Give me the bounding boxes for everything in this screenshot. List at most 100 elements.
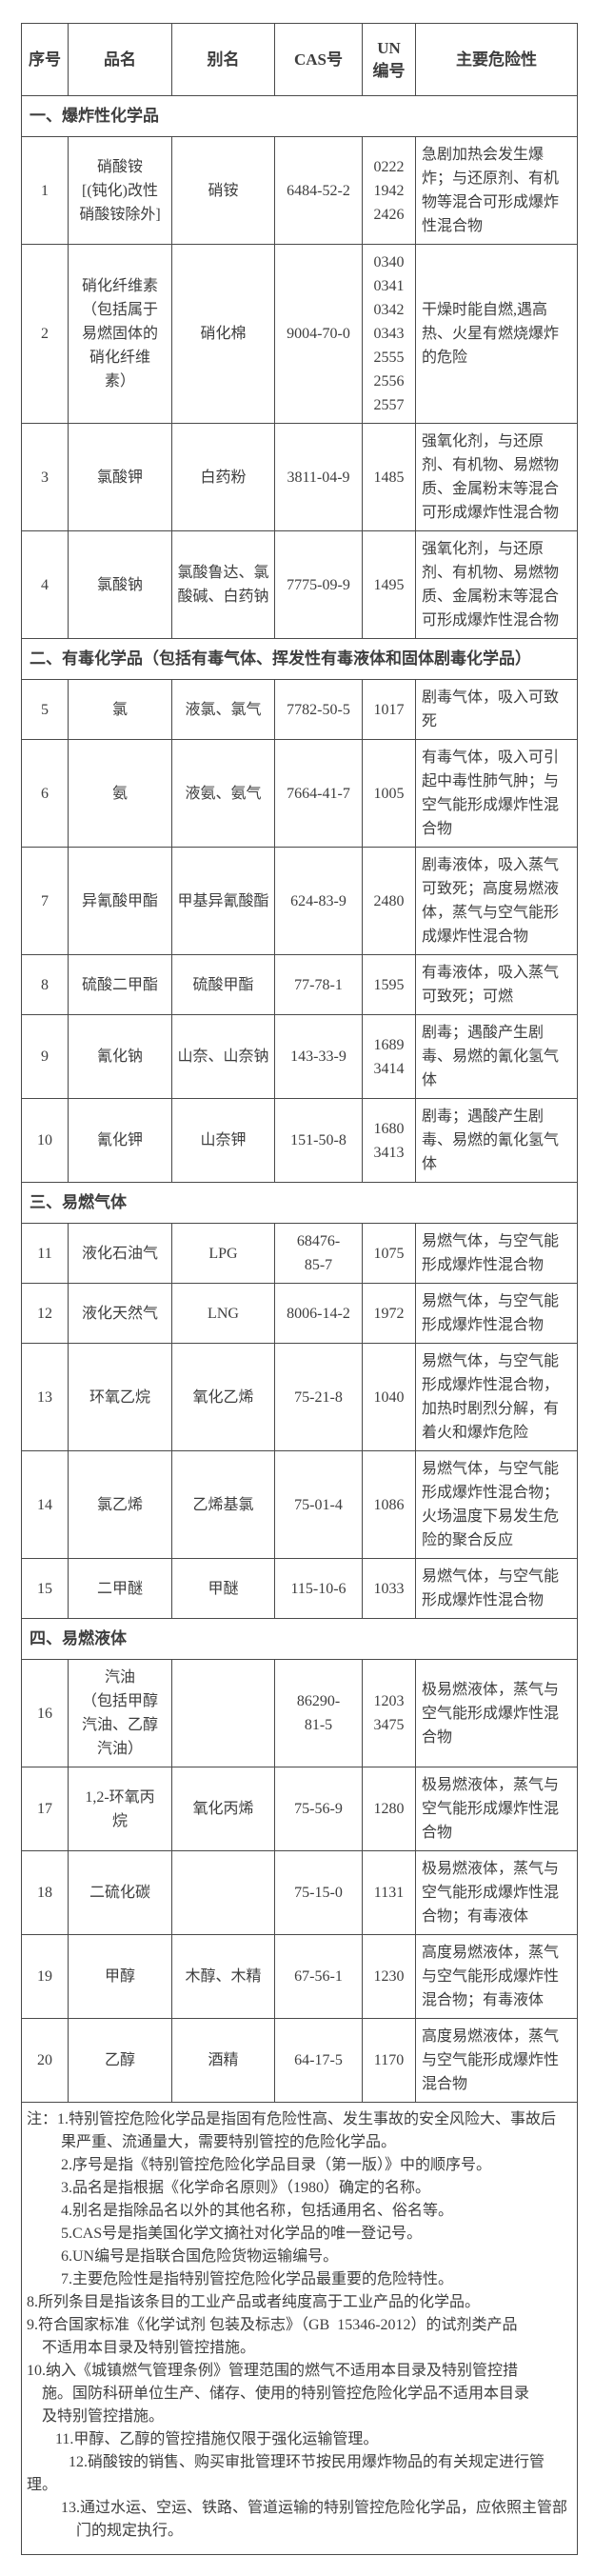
cell-index: 15 — [21, 1558, 69, 1619]
cell-alias: 液氯、氯气 — [171, 679, 275, 740]
cell-index: 5 — [21, 679, 69, 740]
note-line: 8.所列条目是指该条目的工业产品或者纯度高于工业产品的化学品。 — [27, 2294, 481, 2310]
cell-alias: 乙烯基氯 — [171, 1450, 275, 1559]
section-header-row: 一、爆炸性化学品 — [21, 95, 578, 137]
cell-name: 氯酸钾 — [68, 423, 172, 531]
column-header-index: 序号 — [21, 23, 69, 96]
table-row: 7 异氰酸甲酯 甲基异氰酸酯 624-83-9 2480 剧毒液体，吸入蒸气可致死；高度易… — [21, 847, 578, 955]
cell-alias: 甲基异氰酸酯 — [171, 847, 275, 955]
catalog-table: 序号 品名 别名 CAS号 UN 编号 主要危险性 一、爆炸性化学品 1 硝酸铵 [… — [21, 23, 578, 2555]
note-line: 果严重、流通量大，需要特别管控的危险化学品。 — [61, 2134, 397, 2150]
cell-cas: 3811-04-9 — [274, 423, 363, 531]
cell-alias: 硝化棉 — [171, 244, 275, 424]
cell-cas: 86290- 81-5 — [274, 1659, 363, 1767]
cell-name: 二硫化碳 — [68, 1850, 172, 1935]
cell-name: 甲醇 — [68, 1934, 172, 2019]
cell-hazard: 干燥时能自燃,遇高热、火星有燃烧爆炸的危险 — [415, 244, 578, 424]
cell-alias: 木醇、木精 — [171, 1934, 275, 2019]
cell-cas: 9004-70-0 — [274, 244, 363, 424]
note-line: 施。国防科研单位生产、储存、使用的特别管控危险化学品不适用本目录 — [42, 2386, 530, 2402]
cell-name: 硫酸二甲酯 — [68, 954, 172, 1015]
table-row: 14 氯乙烯 乙烯基氯 75-01-4 1086 易燃气体，与空气能形成爆炸性混合物；火场… — [21, 1450, 578, 1559]
cell-alias: 山奈、山奈钠 — [171, 1014, 275, 1099]
cell-un: 1170 — [362, 2018, 416, 2103]
note-line: 3.品名是指根据《化学命名原则》（1980）确定的名称。 — [61, 2180, 431, 2196]
table-row: 4 氯酸钠 氯酸鲁达、氯酸碱、白药钠 7775-09-9 1495 强氧化剂，与还原剂、有… — [21, 530, 578, 639]
cell-cas: 75-15-0 — [274, 1850, 363, 1935]
note-line: 及特别管控措施。 — [42, 2408, 165, 2425]
note-line: 7.主要危险性是指特别管控危险化学品最重要的危险特性。 — [61, 2271, 454, 2287]
cell-alias: 氧化乙烯 — [171, 1343, 275, 1451]
header-row: 序号 品名 别名 CAS号 UN 编号 主要危险性 — [21, 23, 578, 96]
cell-un: 1485 — [362, 423, 416, 531]
cell-index: 4 — [21, 530, 69, 639]
cell-un: 0340 0341 0342 0343 2555 2556 2557 — [362, 244, 416, 424]
table-row: 13 环氧乙烷 氧化乙烯 75-21-8 1040 易燃气体，与空气能形成爆炸性混合物，加… — [21, 1343, 578, 1451]
column-header-name: 品名 — [68, 23, 172, 96]
cell-hazard: 极易燃液体，蒸气与空气能形成爆炸性混合物 — [415, 1659, 578, 1767]
cell-hazard: 易燃气体，与空气能形成爆炸性混合物 — [415, 1223, 578, 1284]
cell-un: 2480 — [362, 847, 416, 955]
table-row: 6 氨液氨、氨气 7664-41-7 1005 有毒气体，吸入可引起中毒性肺气肿；与空气… — [21, 739, 578, 848]
cell-hazard: 易燃气体，与空气能形成爆炸性混合物 — [415, 1558, 578, 1619]
cell-index: 13 — [21, 1343, 69, 1451]
cell-name: 乙醇 — [68, 2018, 172, 2103]
cell-cas: 115-10-6 — [274, 1558, 363, 1619]
note-line: 理。 — [27, 2477, 58, 2493]
section-header-row: 四、易燃液体 — [21, 1618, 578, 1660]
cell-un: 1086 — [362, 1450, 416, 1559]
cell-un: 0222 1942 2426 — [362, 136, 416, 245]
note-line: 门的规定执行。 — [76, 2523, 184, 2539]
cell-cas: 624-83-9 — [274, 847, 363, 955]
table-body: 一、爆炸性化学品 1 硝酸铵 [(钝化)改性 硝酸铵除外] 硝铵 6484-52-2 02… — [21, 95, 578, 2555]
table-row: 18 二硫化碳 75-15-0 1131 极易燃液体，蒸气与空气能形成爆炸性混合物；有毒… — [21, 1850, 578, 1935]
cell-name: 氰化钠 — [68, 1014, 172, 1099]
cell-name: 异氰酸甲酯 — [68, 847, 172, 955]
cell-cas: 143-33-9 — [274, 1014, 363, 1099]
cell-index: 11 — [21, 1223, 69, 1284]
cell-alias: 山奈钾 — [171, 1098, 275, 1183]
cell-hazard: 极易燃液体，蒸气与空气能形成爆炸性混合物 — [415, 1767, 578, 1851]
table-row: 15 二甲醚 甲醚 115-10-6 1033 易燃气体，与空气能形成爆炸性混合物 — [21, 1558, 578, 1619]
table-row: 1 硝酸铵 [(钝化)改性 硝酸铵除外] 硝铵 6484-52-2 0222 1942 … — [21, 136, 578, 245]
cell-cas: 6484-52-2 — [274, 136, 363, 245]
cell-alias — [171, 1850, 275, 1935]
cell-alias: 白药粉 — [171, 423, 275, 531]
cell-hazard: 强氧化剂，与还原剂、有机物、易燃物质、金属粉末等混合可形成爆炸性混合物 — [415, 530, 578, 639]
table-row: 17 1,2-环氧丙 烷氧化丙烯 75-56-9 1280 极易燃液体，蒸气与空气能形成… — [21, 1767, 578, 1851]
cell-un: 1203 3475 — [362, 1659, 416, 1767]
cell-name: 氯乙烯 — [68, 1450, 172, 1559]
cell-un: 1230 — [362, 1934, 416, 2019]
cell-index: 10 — [21, 1098, 69, 1183]
cell-index: 18 — [21, 1850, 69, 1935]
cell-hazard: 剧毒；遇酸产生剧毒、易燃的氰化氢气体 — [415, 1098, 578, 1183]
section-title: 二、有毒化学品（包括有毒气体、挥发性有毒液体和固体剧毒化学品） — [21, 638, 578, 680]
note-line: 5.CAS号是指美国化学文摘社对化学品的唯一登记号。 — [61, 2226, 423, 2242]
cell-index: 17 — [21, 1767, 69, 1851]
cell-hazard: 易燃气体，与空气能形成爆炸性混合物，加热时剧烈分解，有着火和爆炸危险 — [415, 1343, 578, 1451]
cell-index: 9 — [21, 1014, 69, 1099]
cell-index: 14 — [21, 1450, 69, 1559]
table-row: 3 氯酸钾 白药粉 3811-04-9 1485 强氧化剂，与还原剂、有机物、易燃物质、金… — [21, 423, 578, 531]
cell-index: 7 — [21, 847, 69, 955]
cell-alias: LNG — [171, 1283, 275, 1344]
cell-alias: LPG — [171, 1223, 275, 1284]
cell-name: 氨 — [68, 739, 172, 848]
cell-name: 氰化钾 — [68, 1098, 172, 1183]
cell-name: 环氧乙烷 — [68, 1343, 172, 1451]
cell-name: 二甲醚 — [68, 1558, 172, 1619]
cell-hazard: 剧毒；遇酸产生剧毒、易燃的氰化氢气体 — [415, 1014, 578, 1099]
cell-hazard: 强氧化剂，与还原剂、有机物、易燃物质、金属粉末等混合可形成爆炸性混合物 — [415, 423, 578, 531]
notes: 注：1.特别管控危险化学品是指固有危险性高、发生事故的安全风险大、事故后 果严重、… — [21, 2102, 578, 2555]
table-row: 19 甲醇 木醇、木精 67-56-1 1230 高度易燃液体，蒸气与空气能形成爆炸性混合… — [21, 1934, 578, 2019]
table-row: 9 氰化钠 山奈、山奈钠 143-33-9 1689 3414 剧毒；遇酸产生剧毒、易燃的… — [21, 1014, 578, 1099]
cell-index: 20 — [21, 2018, 69, 2103]
note-line: 4.别名是指除品名以外的其他名称，包括通用名、俗名等。 — [61, 2203, 454, 2219]
cell-hazard: 急剧加热会发生爆炸；与还原剂、有机物等混合可形成爆炸性混合物 — [415, 136, 578, 245]
column-header-alias: 别名 — [171, 23, 275, 96]
cell-name: 硝酸铵 [(钝化)改性 硝酸铵除外] — [68, 136, 172, 245]
cell-cas: 7782-50-5 — [274, 679, 363, 740]
cell-cas: 75-21-8 — [274, 1343, 363, 1451]
cell-name: 汽油 （包括甲醇 汽油、乙醇 汽油） — [68, 1659, 172, 1767]
